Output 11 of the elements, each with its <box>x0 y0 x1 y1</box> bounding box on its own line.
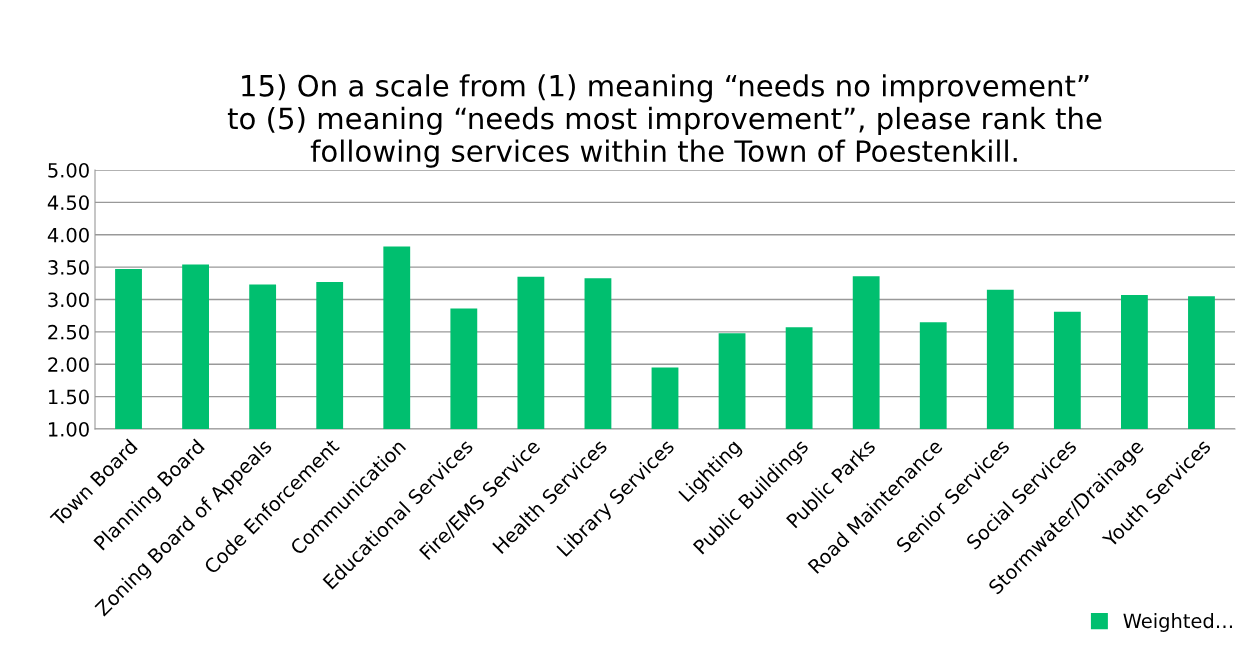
y-tick-label: 5.00 <box>48 162 89 178</box>
y-tick-label: 4.50 <box>47 195 89 211</box>
y-tick-label: 3.00 <box>48 292 89 308</box>
y-tick-label: 2.50 <box>48 324 89 340</box>
y-tick-label: 1.00 <box>48 421 89 437</box>
y-tick-label: 4.00 <box>47 227 89 243</box>
y-tick-label: 2.00 <box>48 357 89 372</box>
legend-label: Weighted… <box>1123 613 1232 632</box>
y-tick-label: 1.50 <box>48 389 89 405</box>
y-tick-label: 3.50 <box>48 260 89 275</box>
chart-title: 15) On a scale from (1) meaning “needs no improvement” to (5) meaning “needs most improvement”, please rank the following services within the Town of Poestenkill. <box>227 74 1102 168</box>
